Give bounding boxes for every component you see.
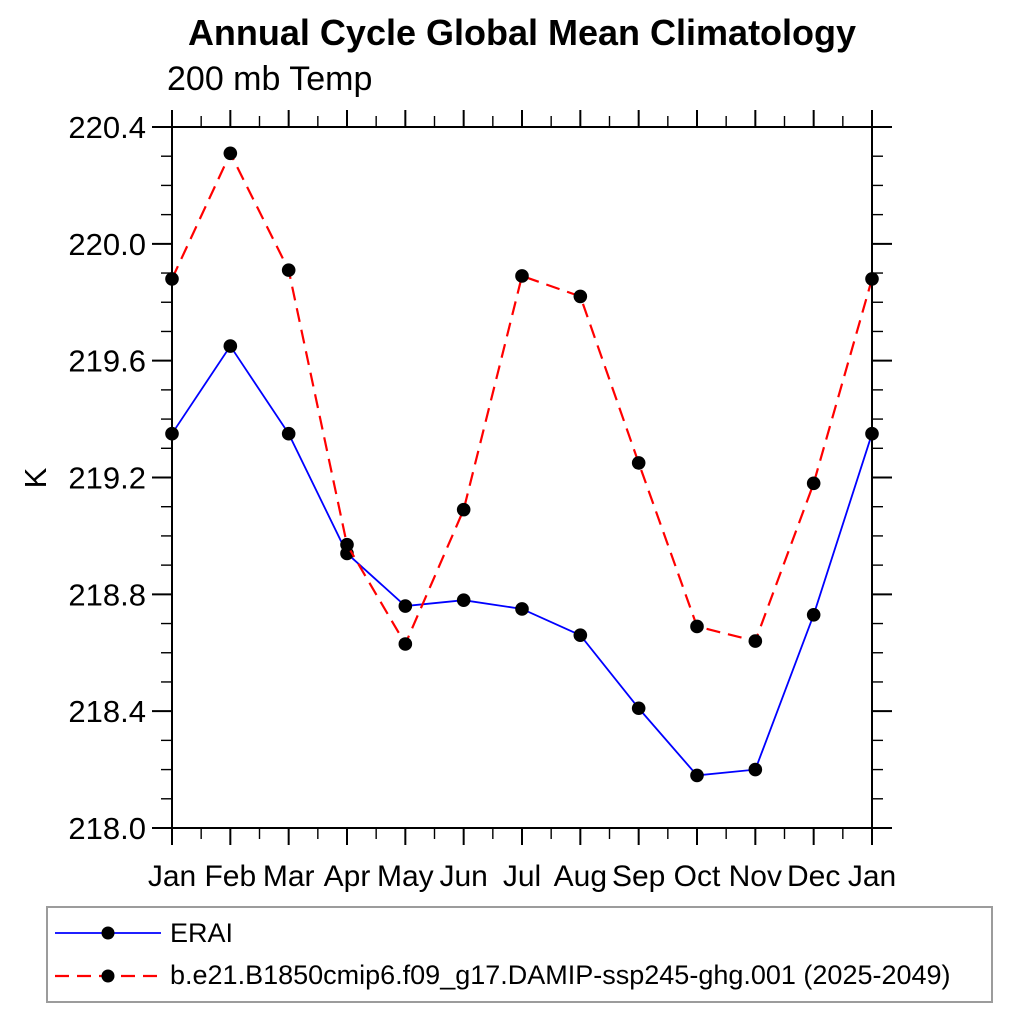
legend-key-marker	[101, 969, 115, 983]
data-point-marker	[456, 502, 471, 517]
series-line-1	[171, 150, 874, 647]
x-tick-label: Jan	[148, 860, 196, 893]
data-point-marker	[865, 426, 879, 441]
data-point-marker	[748, 634, 763, 648]
data-point-marker	[398, 599, 413, 613]
x-tick-label: Dec	[787, 860, 840, 893]
x-ticks	[171, 110, 873, 845]
series-markers-1	[165, 146, 879, 651]
data-point-marker	[515, 602, 529, 616]
data-point-marker	[631, 456, 646, 470]
y-tick-label: 220.4	[68, 110, 146, 145]
data-point-marker	[281, 263, 296, 277]
chart-subtitle: 200 mb Temp	[167, 60, 373, 98]
data-point-marker	[340, 537, 354, 552]
data-point-marker	[690, 768, 704, 783]
data-point-marker	[281, 426, 296, 441]
legend-label-1: b.e21.B1850cmip6.f09_g17.DAMIP-ssp245-gh…	[170, 960, 951, 991]
legend: ERAI b.e21.B1850cmip6.f09_g17.DAMIP-ssp24…	[46, 906, 993, 1003]
y-axis-label: K	[18, 467, 53, 488]
legend-key-1	[55, 969, 161, 983]
x-tick-label: Feb	[204, 860, 256, 893]
y-tick-label: 218.0	[68, 811, 146, 846]
data-point-marker	[165, 426, 179, 441]
y-ticks	[152, 126, 892, 829]
legend-row-1: b.e21.B1850cmip6.f09_g17.DAMIP-ssp245-gh…	[48, 959, 991, 993]
chart-title: Annual Cycle Global Mean Climatology	[187, 12, 857, 53]
x-tick-label: Sep	[612, 860, 665, 893]
x-tick-label: Apr	[324, 860, 371, 893]
plot-frame	[171, 126, 873, 829]
legend-row-0: ERAI	[48, 916, 991, 950]
data-point-marker	[456, 593, 471, 607]
x-tick-label: Jan	[848, 860, 896, 893]
y-tick-labels: 218.0 218.4 218.8 219.2 219.6 220.0 220.4	[68, 110, 146, 846]
y-tick-label: 219.6	[68, 344, 146, 379]
x-tick-label: Aug	[554, 860, 607, 893]
y-tick-label: 218.8	[68, 577, 146, 612]
y-tick-label: 218.4	[68, 694, 146, 729]
data-point-marker	[515, 269, 529, 283]
data-point-marker	[573, 628, 588, 643]
data-point-marker	[865, 272, 879, 286]
x-tick-label: Nov	[729, 860, 782, 893]
data-point-marker	[690, 619, 704, 634]
legend-key-marker	[101, 926, 115, 940]
data-point-marker	[806, 607, 821, 622]
x-tick-label: Jun	[439, 860, 487, 893]
x-tick-label: Mar	[263, 860, 315, 893]
x-tick-label: May	[377, 860, 434, 893]
data-point-marker	[631, 701, 646, 716]
data-point-marker	[806, 476, 821, 491]
data-point-marker	[223, 339, 238, 353]
series-markers-0	[165, 339, 879, 783]
data-point-marker	[165, 272, 179, 286]
legend-key-0	[55, 926, 161, 940]
data-point-marker	[573, 289, 588, 304]
y-tick-label: 220.0	[68, 227, 146, 262]
y-tick-label: 219.2	[68, 461, 146, 496]
x-tick-label: Jul	[503, 860, 541, 893]
data-point-marker	[223, 146, 238, 161]
data-point-marker	[398, 637, 413, 651]
legend-label-0: ERAI	[170, 917, 234, 948]
x-tick-labels: Jan Feb Mar Apr May Jun Jul Aug Sep Oct Nov Dec Jan	[148, 860, 896, 893]
x-tick-label: Oct	[674, 860, 721, 893]
series-line-0	[171, 344, 873, 777]
data-point-marker	[748, 762, 763, 777]
